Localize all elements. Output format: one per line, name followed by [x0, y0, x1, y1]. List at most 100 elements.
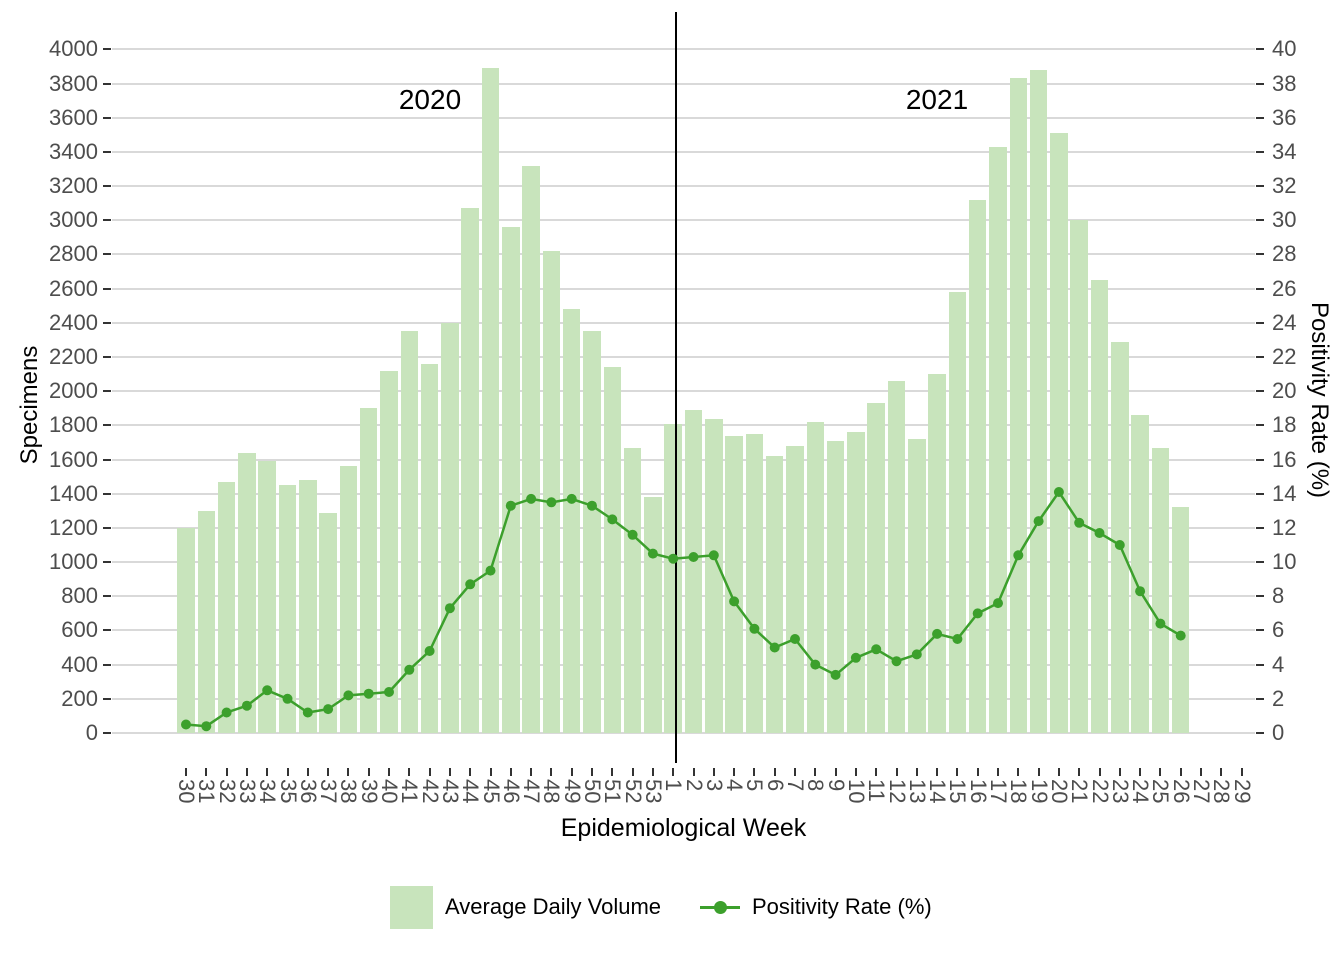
gridline [112, 458, 1255, 461]
x-tick [1159, 768, 1162, 776]
bar [887, 380, 906, 733]
y-tick-right [1256, 116, 1264, 119]
y-tick-label-right: 10 [1272, 549, 1297, 575]
legend-key-line-dot-icon [700, 900, 740, 914]
y-tick-left [103, 48, 111, 51]
bar [562, 309, 581, 733]
gridline [112, 321, 1255, 324]
x-tick [448, 768, 451, 776]
y-tick-left [103, 82, 111, 85]
x-tick [1017, 768, 1020, 776]
y-tick-label-right: 2 [1272, 685, 1285, 711]
y-tick-label-left: 4000 [49, 36, 98, 62]
x-tick [1098, 768, 1101, 776]
x-tick [570, 768, 573, 776]
y-tick-label-left: 1600 [49, 446, 98, 472]
y-tick-label-left: 1000 [49, 549, 98, 575]
bar [1050, 133, 1068, 733]
gridline [112, 185, 1255, 188]
gridline [112, 48, 1255, 51]
y-tick-label-right: 24 [1272, 309, 1297, 335]
bar [806, 421, 825, 733]
y-tick-right [1256, 253, 1264, 256]
x-tick [388, 768, 390, 776]
legend-label-positivity: Positivity Rate (%) [752, 894, 932, 919]
x-tick [1200, 768, 1202, 776]
x-tick [773, 768, 776, 776]
legend-item-positivity: Positivity Rate (%) [700, 885, 932, 929]
x-tick [185, 768, 187, 776]
bar [542, 251, 561, 733]
x-tick-label: 1 [661, 779, 687, 792]
bar [603, 367, 622, 733]
x-tick [651, 768, 654, 776]
x-tick [631, 768, 634, 776]
bar [644, 497, 662, 733]
x-tick [692, 768, 695, 776]
gridline [112, 287, 1255, 290]
bar [1151, 447, 1170, 733]
x-tick [956, 768, 959, 776]
bar [278, 485, 297, 733]
gridline [112, 253, 1255, 256]
x-tick [875, 768, 878, 776]
x-tick [509, 768, 512, 776]
x-tick [530, 768, 533, 776]
y-tick-left [103, 595, 111, 598]
x-tick-label: 29 [1229, 779, 1255, 804]
bar [502, 227, 520, 733]
y-tick-label-right: 6 [1272, 617, 1285, 643]
bar [299, 480, 317, 733]
y-tick-label-left: 2000 [49, 378, 98, 404]
x-tick [1037, 768, 1040, 776]
bar [1131, 415, 1149, 733]
y-tick-left [103, 526, 111, 529]
y-tick-label-left: 3600 [49, 104, 98, 130]
y-tick-label-left: 800 [61, 583, 98, 609]
y-tick-left [103, 629, 111, 632]
y-tick-right [1256, 185, 1264, 188]
bar [1111, 341, 1129, 733]
y-tick-label-right: 14 [1272, 480, 1297, 506]
x-tick [814, 768, 817, 776]
bar [684, 409, 703, 733]
y-axis-title-right: Positivity Rate (%) [1306, 301, 1333, 499]
y-tick-label-right: 0 [1272, 720, 1285, 745]
y-tick-right [1256, 732, 1264, 734]
bar [461, 208, 479, 733]
x-tick [367, 768, 370, 776]
y-tick-right [1256, 526, 1264, 529]
bar [400, 331, 419, 733]
y-tick-left [103, 492, 111, 495]
y-tick-right [1256, 458, 1264, 461]
x-tick-label: 18 [1006, 779, 1032, 804]
y-tick-right [1256, 150, 1264, 153]
x-tick [997, 768, 999, 776]
y-tick-label-right: 12 [1272, 514, 1297, 540]
x-tick [976, 768, 979, 776]
x-axis-title: Epidemiological Week [560, 814, 807, 842]
y-tick-left [103, 150, 111, 153]
y-tick-label-right: 36 [1272, 104, 1297, 130]
x-tick-label: 21 [1067, 779, 1093, 804]
y-tick-label-left: 400 [61, 651, 98, 677]
bar [258, 461, 276, 733]
x-tick [550, 768, 553, 776]
x-tick [854, 768, 857, 776]
x-tick-label: 8 [803, 779, 829, 792]
y-tick-right [1256, 321, 1264, 324]
bar [319, 512, 337, 733]
x-tick-label: 41 [397, 779, 423, 804]
y-tick-label-right: 26 [1272, 275, 1297, 301]
x-tick-label: 31 [194, 779, 220, 804]
y-tick-left [103, 219, 111, 222]
y-tick-label-left: 3400 [49, 138, 98, 164]
y-tick-left [103, 253, 111, 256]
y-tick-label-left: 1800 [49, 412, 98, 438]
gridline [112, 424, 1255, 427]
bar [745, 433, 764, 733]
x-tick [245, 768, 248, 776]
bar [867, 403, 885, 733]
gridline [112, 82, 1255, 85]
gridline [112, 390, 1255, 393]
